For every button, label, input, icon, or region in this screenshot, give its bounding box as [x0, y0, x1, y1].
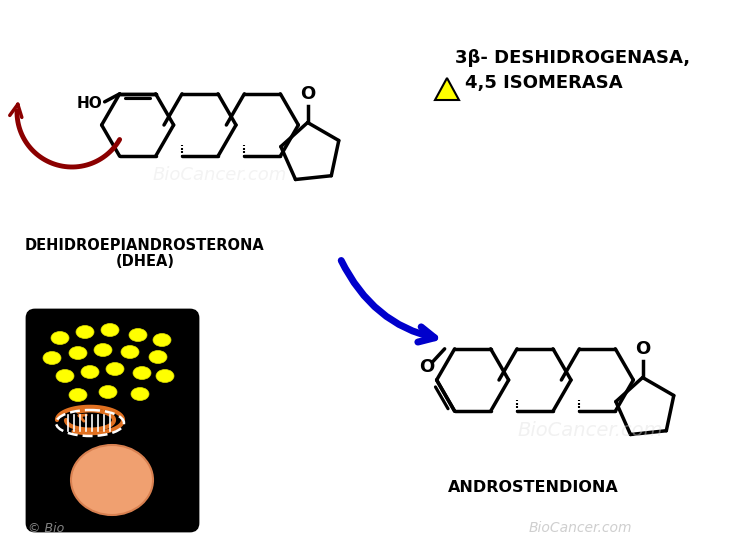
Ellipse shape — [149, 350, 167, 364]
Text: O: O — [300, 84, 315, 102]
Text: © Bio: © Bio — [28, 521, 64, 534]
Text: ANDROSTENDIONA: ANDROSTENDIONA — [447, 480, 618, 495]
Text: DEHIDROEPIANDROSTERONA: DEHIDROEPIANDROSTERONA — [25, 237, 265, 252]
Ellipse shape — [43, 352, 61, 365]
Ellipse shape — [81, 365, 99, 379]
Ellipse shape — [69, 388, 87, 402]
Ellipse shape — [94, 343, 112, 356]
Text: 3β- DESHIDROGENASA,: 3β- DESHIDROGENASA, — [455, 49, 690, 67]
Ellipse shape — [76, 326, 94, 338]
Ellipse shape — [121, 345, 139, 359]
Ellipse shape — [99, 386, 117, 398]
Ellipse shape — [69, 347, 87, 359]
Ellipse shape — [56, 370, 74, 382]
Ellipse shape — [129, 328, 147, 342]
Ellipse shape — [131, 387, 149, 401]
Text: (DHEA): (DHEA) — [115, 255, 175, 269]
Ellipse shape — [51, 332, 69, 344]
Ellipse shape — [153, 333, 171, 347]
Ellipse shape — [101, 323, 119, 337]
Text: 4,5 ISOMERASA: 4,5 ISOMERASA — [465, 74, 623, 92]
Text: O: O — [419, 358, 434, 376]
Ellipse shape — [71, 445, 153, 515]
Text: BioCancer.com: BioCancer.com — [153, 166, 287, 184]
Text: BioCancer.com: BioCancer.com — [528, 521, 632, 535]
FancyBboxPatch shape — [27, 310, 198, 531]
Ellipse shape — [156, 370, 174, 382]
Text: HO: HO — [77, 96, 103, 111]
Text: BioCancer.com: BioCancer.com — [517, 420, 663, 440]
Text: O: O — [635, 339, 650, 358]
Ellipse shape — [133, 366, 151, 380]
Ellipse shape — [106, 363, 124, 375]
Polygon shape — [435, 78, 459, 100]
